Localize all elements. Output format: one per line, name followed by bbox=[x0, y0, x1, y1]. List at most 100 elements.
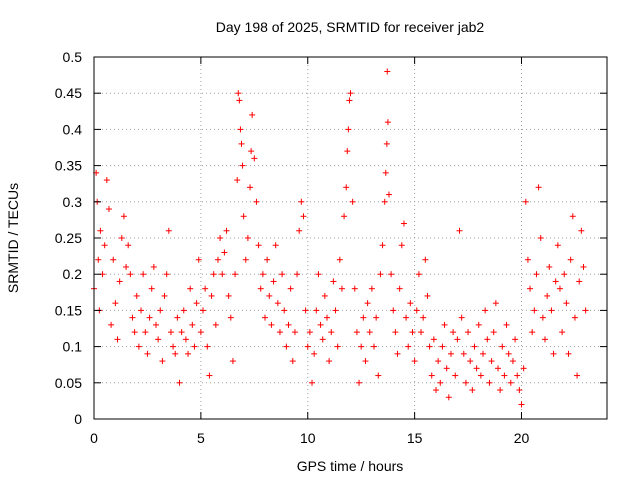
data-point bbox=[424, 292, 431, 299]
data-point bbox=[550, 350, 557, 357]
data-point bbox=[97, 227, 104, 234]
data-point bbox=[394, 350, 401, 357]
data-point bbox=[400, 220, 407, 227]
data-point bbox=[346, 97, 353, 104]
data-point bbox=[537, 235, 544, 241]
data-point bbox=[150, 263, 157, 270]
data-point bbox=[347, 90, 354, 97]
data-point bbox=[351, 285, 358, 292]
data-point bbox=[332, 307, 339, 314]
data-point bbox=[533, 271, 540, 278]
data-point bbox=[580, 263, 587, 270]
data-point bbox=[208, 292, 215, 299]
data-point bbox=[105, 206, 112, 213]
data-point bbox=[454, 336, 461, 343]
x-tick-label: 5 bbox=[197, 430, 205, 446]
data-point bbox=[225, 292, 232, 299]
data-point bbox=[418, 329, 425, 336]
data-point bbox=[112, 300, 119, 307]
data-point bbox=[285, 321, 292, 328]
data-point bbox=[178, 329, 185, 336]
data-point bbox=[302, 307, 309, 314]
data-point bbox=[426, 343, 433, 350]
data-point bbox=[552, 278, 559, 285]
data-point bbox=[413, 307, 420, 314]
data-point bbox=[539, 314, 546, 321]
data-point bbox=[409, 329, 416, 336]
data-point bbox=[343, 184, 350, 191]
data-point bbox=[469, 387, 476, 394]
data-point bbox=[368, 285, 375, 292]
data-point bbox=[503, 321, 510, 328]
data-point bbox=[548, 307, 555, 314]
data-point bbox=[405, 343, 412, 350]
y-tick-label: 0.45 bbox=[55, 85, 82, 101]
data-point bbox=[516, 387, 523, 394]
data-point bbox=[428, 372, 435, 379]
data-point bbox=[279, 271, 286, 278]
data-point bbox=[544, 292, 551, 299]
data-point bbox=[242, 256, 249, 263]
data-point bbox=[501, 372, 508, 379]
data-point bbox=[437, 379, 444, 386]
data-point bbox=[341, 213, 348, 220]
data-point bbox=[214, 256, 221, 263]
data-point bbox=[490, 329, 497, 336]
data-point bbox=[140, 271, 147, 278]
data-point bbox=[311, 350, 318, 357]
data-point bbox=[542, 336, 549, 343]
data-point bbox=[298, 198, 305, 205]
tick-labels: 0 0.05 0.1 0.15 0.2 0.25 0.3 0.35 0.4 0.45 0.5 0 5 10… bbox=[55, 49, 530, 446]
data-point bbox=[330, 278, 337, 285]
grid-lines bbox=[94, 57, 607, 419]
data-point bbox=[306, 329, 313, 336]
data-point bbox=[206, 372, 213, 379]
data-point bbox=[170, 343, 177, 350]
data-point bbox=[458, 314, 465, 321]
data-point bbox=[524, 256, 531, 263]
data-point bbox=[492, 300, 499, 307]
data-point bbox=[200, 307, 207, 314]
data-point bbox=[165, 227, 172, 234]
data-point bbox=[358, 343, 365, 350]
data-point bbox=[204, 343, 211, 350]
data-point bbox=[191, 343, 198, 350]
data-point bbox=[422, 256, 429, 263]
data-point bbox=[512, 336, 519, 343]
data-point bbox=[315, 271, 322, 278]
data-point bbox=[247, 184, 254, 191]
y-tick-label: 0.15 bbox=[55, 302, 82, 318]
data-point bbox=[384, 119, 391, 126]
y-tick-label: 0.4 bbox=[63, 121, 83, 137]
data-point bbox=[239, 162, 246, 169]
data-point bbox=[321, 292, 328, 299]
data-point bbox=[345, 126, 352, 133]
data-point bbox=[202, 285, 209, 292]
y-tick-label: 0.25 bbox=[55, 230, 82, 246]
data-point bbox=[167, 329, 174, 336]
data-point bbox=[110, 256, 117, 263]
data-point bbox=[152, 321, 159, 328]
data-point bbox=[379, 242, 386, 249]
data-point bbox=[257, 285, 264, 292]
data-point bbox=[441, 321, 448, 328]
data-point bbox=[323, 314, 330, 321]
data-point bbox=[450, 329, 457, 336]
data-point bbox=[234, 177, 241, 184]
data-point bbox=[556, 285, 563, 292]
data-point bbox=[281, 307, 288, 314]
data-point bbox=[546, 263, 553, 270]
data-point bbox=[415, 271, 422, 278]
data-point bbox=[559, 329, 566, 336]
data-point bbox=[338, 285, 345, 292]
data-point bbox=[317, 321, 324, 328]
data-point bbox=[157, 307, 164, 314]
data-point bbox=[176, 379, 183, 386]
data-point bbox=[364, 300, 371, 307]
data-point bbox=[219, 271, 226, 278]
data-point bbox=[217, 235, 224, 241]
y-tick-label: 0.2 bbox=[63, 266, 83, 282]
data-point bbox=[375, 372, 382, 379]
